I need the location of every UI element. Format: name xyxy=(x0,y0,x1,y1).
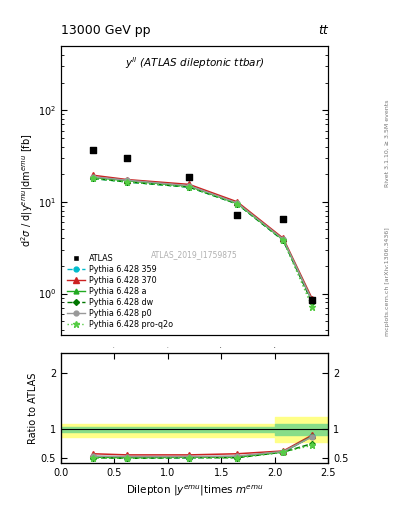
Pythia 6.428 pro-q2o xyxy=(281,238,286,244)
Line: Pythia 6.428 359: Pythia 6.428 359 xyxy=(90,176,314,304)
Pythia 6.428 a xyxy=(125,178,130,184)
Text: 13000 GeV pp: 13000 GeV pp xyxy=(61,25,151,37)
Pythia 6.428 p0 xyxy=(281,236,286,242)
Pythia 6.428 dw xyxy=(281,238,286,244)
Pythia 6.428 359 xyxy=(125,179,130,185)
Pythia 6.428 370 xyxy=(91,172,95,178)
Pythia 6.428 a xyxy=(91,174,95,180)
Line: Pythia 6.428 a: Pythia 6.428 a xyxy=(90,175,314,304)
Line: Pythia 6.428 p0: Pythia 6.428 p0 xyxy=(90,174,314,303)
Pythia 6.428 359 xyxy=(91,176,95,182)
Pythia 6.428 359 xyxy=(235,201,240,207)
Y-axis label: Ratio to ATLAS: Ratio to ATLAS xyxy=(28,373,38,444)
Line: Pythia 6.428 pro-q2o: Pythia 6.428 pro-q2o xyxy=(90,175,315,310)
Pythia 6.428 pro-q2o xyxy=(91,176,95,182)
Pythia 6.428 pro-q2o xyxy=(125,179,130,185)
Point xyxy=(309,296,315,304)
Line: Pythia 6.428 370: Pythia 6.428 370 xyxy=(90,173,315,302)
Pythia 6.428 dw xyxy=(310,300,314,306)
Pythia 6.428 p0 xyxy=(187,183,191,189)
Y-axis label: d$^2\sigma$ / d|y$^{emu}$|dm$^{emu}$ [fb]: d$^2\sigma$ / d|y$^{emu}$|dm$^{emu}$ [fb… xyxy=(19,134,35,247)
Pythia 6.428 pro-q2o xyxy=(235,201,240,207)
Pythia 6.428 370 xyxy=(125,177,130,183)
Pythia 6.428 dw xyxy=(187,184,191,190)
Point xyxy=(124,154,130,162)
Pythia 6.428 370 xyxy=(310,295,314,302)
Text: ATLAS_2019_I1759875: ATLAS_2019_I1759875 xyxy=(151,250,238,259)
Text: Rivet 3.1.10, ≥ 3.5M events: Rivet 3.1.10, ≥ 3.5M events xyxy=(385,100,389,187)
Point xyxy=(186,173,192,181)
Text: $y^{ll}$ (ATLAS dileptonic ttbar): $y^{ll}$ (ATLAS dileptonic ttbar) xyxy=(125,55,264,71)
Pythia 6.428 p0 xyxy=(310,297,314,304)
Pythia 6.428 pro-q2o xyxy=(310,304,314,310)
Pythia 6.428 p0 xyxy=(91,174,95,180)
Pythia 6.428 a xyxy=(310,298,314,304)
Pythia 6.428 dw xyxy=(91,176,95,182)
X-axis label: Dilepton $|y^{emu}|$times $m^{emu}$: Dilepton $|y^{emu}|$times $m^{emu}$ xyxy=(126,484,263,498)
Pythia 6.428 a xyxy=(235,200,240,206)
Pythia 6.428 a xyxy=(187,183,191,189)
Pythia 6.428 p0 xyxy=(125,177,130,183)
Pythia 6.428 370 xyxy=(187,181,191,187)
Pythia 6.428 dw xyxy=(235,201,240,207)
Pythia 6.428 370 xyxy=(235,199,240,205)
Pythia 6.428 a xyxy=(281,237,286,243)
Pythia 6.428 359 xyxy=(187,184,191,190)
Text: mcplots.cern.ch [arXiv:1306.3436]: mcplots.cern.ch [arXiv:1306.3436] xyxy=(385,227,389,336)
Pythia 6.428 359 xyxy=(310,298,314,305)
Text: tt: tt xyxy=(318,25,328,37)
Point xyxy=(90,146,96,154)
Pythia 6.428 pro-q2o xyxy=(187,184,191,190)
Point xyxy=(280,215,286,223)
Pythia 6.428 p0 xyxy=(235,200,240,206)
Legend: ATLAS, Pythia 6.428 359, Pythia 6.428 370, Pythia 6.428 a, Pythia 6.428 dw, Pyth: ATLAS, Pythia 6.428 359, Pythia 6.428 37… xyxy=(65,251,176,331)
Pythia 6.428 370 xyxy=(281,236,286,242)
Pythia 6.428 359 xyxy=(281,238,286,244)
Pythia 6.428 dw xyxy=(125,179,130,185)
Point xyxy=(234,211,241,219)
Line: Pythia 6.428 dw: Pythia 6.428 dw xyxy=(91,176,314,305)
